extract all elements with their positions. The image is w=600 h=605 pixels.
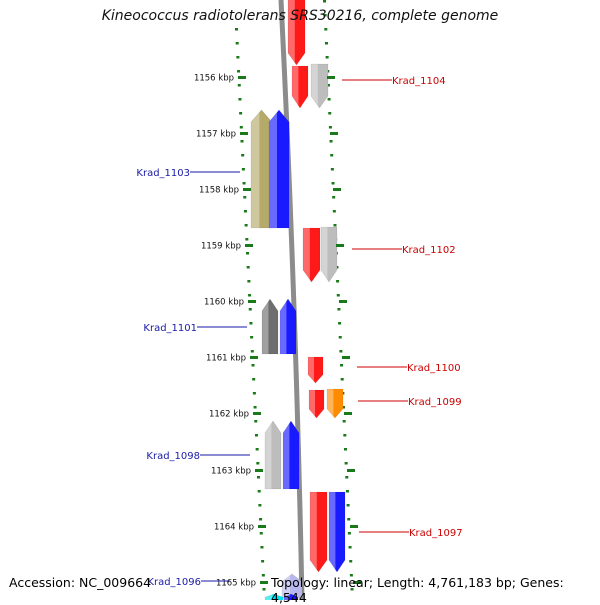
ruler-tick-label: 1165 kbp xyxy=(216,579,256,589)
ruler-tick-label: 1164 kbp xyxy=(214,523,254,533)
ruler-tick: 1158 kbp xyxy=(199,186,341,196)
ruler-tick: 1163 kbp xyxy=(211,467,355,477)
gene-feature[interactable] xyxy=(309,491,328,573)
gene-feature[interactable] xyxy=(302,227,321,283)
gene-labels: Krad_1104 Krad_1103 Krad_1102 Krad_1101 Krad… xyxy=(136,76,462,588)
left-boundary-dots xyxy=(235,28,266,591)
gene-feature[interactable] xyxy=(250,109,273,229)
gene-feature[interactable] xyxy=(268,109,290,229)
ruler-tick-label: 1158 kbp xyxy=(199,186,239,196)
ruler-tick-label: 1162 kbp xyxy=(209,410,249,420)
gene-label-krad-1104[interactable]: Krad_1104 xyxy=(342,76,446,87)
genome-backbone xyxy=(278,0,305,600)
gene-label-krad-1097[interactable]: Krad_1097 xyxy=(359,528,463,539)
accession-text: Accession: NC_009664 xyxy=(9,575,152,590)
backbone-line xyxy=(278,0,305,600)
gene-feature[interactable] xyxy=(308,389,325,419)
footer-bar: Accession: NC_009664 Topology: linear; L… xyxy=(0,573,600,605)
gene-feature[interactable] xyxy=(261,298,279,355)
gene-label-krad-1099[interactable]: Krad_1099 xyxy=(358,397,462,408)
ruler-tick-label: 1156 kbp xyxy=(194,74,234,84)
gene-label-krad-1096[interactable]: Krad_1096 xyxy=(147,577,230,588)
gene-feature[interactable] xyxy=(281,573,303,599)
map-boundary-dots xyxy=(235,0,354,591)
gene-feature[interactable] xyxy=(279,298,297,355)
ruler-tick: 1161 kbp xyxy=(206,354,350,364)
gene-label-krad-1103[interactable]: Krad_1103 xyxy=(136,168,240,179)
gene-feature[interactable] xyxy=(283,593,299,600)
ruler-tick: 1159 kbp xyxy=(201,242,344,252)
gene-feature[interactable] xyxy=(310,63,329,109)
gene-label-text[interactable]: Krad_1100 xyxy=(407,363,461,374)
ruler-tick-label: 1163 kbp xyxy=(211,467,251,477)
gene-label-krad-1101[interactable]: Krad_1101 xyxy=(143,323,247,334)
genome-title: Kineococcus radiotolerans SRS30216, comp… xyxy=(101,8,499,24)
ruler-tick-label: 1159 kbp xyxy=(201,242,241,252)
gene-feature[interactable] xyxy=(326,388,344,419)
gene-feature[interactable] xyxy=(328,491,346,573)
kbp-ruler: 1156 kbp 1157 kbp 1158 kbp 1159 kbp 1160 kbp… xyxy=(194,74,361,589)
ruler-tick-label: 1160 kbp xyxy=(204,298,244,308)
ruler-tick: 1165 kbp xyxy=(216,579,361,589)
gene-label-text[interactable]: Krad_1104 xyxy=(392,76,446,87)
ruler-tick-label: 1161 kbp xyxy=(206,354,246,364)
gene-label-text[interactable]: Krad_1096 xyxy=(147,577,201,588)
gene-feature[interactable] xyxy=(264,420,282,490)
ruler-tick: 1157 kbp xyxy=(196,130,338,140)
ruler-tick-label: 1157 kbp xyxy=(196,130,236,140)
gene-label-text[interactable]: Krad_1101 xyxy=(143,323,197,334)
gene-features xyxy=(250,0,346,600)
gene-feature[interactable] xyxy=(264,593,284,600)
gene-feature[interactable] xyxy=(287,0,306,66)
gene-label-text[interactable]: Krad_1098 xyxy=(146,451,200,462)
gene-feature[interactable] xyxy=(307,356,324,384)
gene-label-text[interactable]: Krad_1099 xyxy=(408,397,462,408)
gene-label-krad-1100[interactable]: Krad_1100 xyxy=(357,363,461,374)
gene-feature[interactable] xyxy=(282,420,300,490)
ruler-tick: 1156 kbp xyxy=(194,74,335,84)
ruler-tick: 1162 kbp xyxy=(209,410,352,420)
ruler-tick: 1160 kbp xyxy=(204,298,347,308)
gene-label-text[interactable]: Krad_1097 xyxy=(409,528,463,539)
gene-label-krad-1098[interactable]: Krad_1098 xyxy=(146,451,250,462)
topology-text: Topology: linear; Length: 4,761,183 bp; … xyxy=(271,575,564,605)
gene-label-krad-1102[interactable]: Krad_1102 xyxy=(352,245,456,256)
gene-feature[interactable] xyxy=(291,65,309,109)
gene-feature[interactable] xyxy=(320,226,338,283)
gene-label-text[interactable]: Krad_1103 xyxy=(136,168,190,179)
gene-label-text[interactable]: Krad_1102 xyxy=(402,245,456,256)
ruler-tick: 1164 kbp xyxy=(214,523,358,533)
